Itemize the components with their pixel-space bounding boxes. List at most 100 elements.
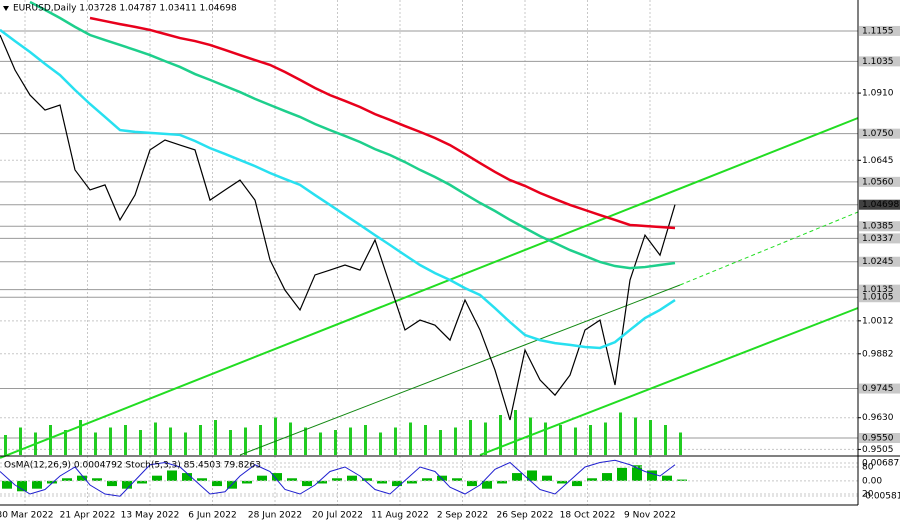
volume-bar [109,427,112,455]
level-label-box [859,233,900,244]
trend-line [0,117,859,459]
level-label-box [859,292,900,303]
osma-bar [167,470,177,481]
volume-bar [364,425,367,455]
volume-bar [259,425,262,455]
osma-bar [482,480,492,489]
osma-bar [632,465,642,481]
y-tick-label: 1.0645 [862,156,894,166]
trend-line [239,284,681,456]
volume-bar [589,425,592,455]
volume-bar [184,432,187,455]
level-label-box [859,284,900,295]
volume-bar [304,427,307,455]
volume-bar [49,425,52,455]
series-layer [0,0,676,497]
osma-bar [392,480,402,487]
x-tick-label: 26 Sep 2022 [496,511,553,521]
y-tick-label: 1.0012 [862,316,894,326]
osma-bar [152,475,162,481]
osma-bar [107,480,117,487]
y-tick-label: 1.0910 [862,89,894,99]
volume-bar [544,422,547,455]
level-label: 1.0560 [862,177,894,187]
volume-bar [79,420,82,455]
osc-tick-label: -0.005812 [862,492,900,502]
level-label-box [859,221,900,232]
level-label-box [859,128,900,139]
osma-bar [272,473,282,481]
x-tick-label: 9 Nov 2022 [624,511,676,521]
osma-bar [77,475,87,481]
volume-bar [244,427,247,455]
level-label: 1.0105 [862,293,894,303]
osc-tick-label: 80 [862,463,874,473]
osma-bar [587,478,597,481]
moving-average [89,16,676,230]
y-tick-label: 0.9882 [862,349,894,359]
oscillator-label: OsMA(12,26,9) 0.0004792 Stoch(5,3,3) 85.… [4,461,261,471]
x-tick-label: 28 Jun 2022 [248,511,302,521]
volume-bar [334,430,337,455]
level-label: 1.0385 [862,222,894,232]
osma-bar [527,470,537,481]
volume-bar [409,422,412,455]
osma-bar [287,478,297,481]
osma-bar [242,480,252,484]
osma-bar [347,475,357,481]
osma-bar [137,480,147,484]
volume-bar [64,430,67,455]
osma-bar [422,478,432,481]
level-label: 1.0245 [862,257,894,267]
level-label-box [859,56,900,67]
volume-bar [199,425,202,455]
x-tick-label: 18 Oct 2022 [560,511,616,521]
x-tick-label: 2 Sep 2022 [437,511,488,521]
moving-average [0,28,676,350]
volume-bar [169,427,172,455]
volume-bar [229,430,232,455]
volume-bar [394,427,397,455]
x-tick-label: 30 Mar 2022 [0,511,54,521]
volume-bar [19,427,22,455]
chart-title: EURUSD,Daily 1.03728 1.04787 1.03411 1.0… [13,4,237,14]
osma-bar [617,467,627,481]
osma-bar [62,478,72,481]
volume-bar [649,420,652,455]
y-tick-label: 0.9630 [862,413,894,423]
osc-tick-label: 0.00 [862,476,882,486]
stoch-line [0,459,676,497]
osma-bar [497,480,507,484]
level-label-box [859,433,900,444]
x-tick-label: 6 Jun 2022 [188,511,236,521]
osma-bar [302,480,312,487]
osma-bar [647,470,657,481]
level-label-box [859,25,900,36]
level-label: 1.0337 [862,234,894,244]
x-tick-label: 21 Apr 2022 [60,511,116,521]
y-tick-label: 0.9505 [862,445,894,455]
level-label-box [859,176,900,187]
level-label: 0.9550 [862,434,894,444]
level-label-box [859,383,900,394]
volume-bar [469,420,472,455]
trend-line [479,307,859,456]
volume-bar [139,430,142,455]
volume-bar [94,432,97,455]
level-label: 0.9745 [862,384,894,394]
volume-bar [439,430,442,455]
osma-bar [92,478,102,481]
level-label: 1.0135 [862,285,894,295]
osma-bar [677,479,687,481]
level-label-box [859,256,900,267]
moving-average [29,0,676,270]
volume-bar [664,425,667,455]
x-tick-label: 13 May 2022 [121,511,180,521]
volume-bar [634,417,637,455]
volume-bar [154,422,157,455]
osma-bar [377,480,387,484]
osma-bar [602,473,612,481]
volume-bar [379,432,382,455]
volume-bar [4,435,7,455]
osma-bar [452,478,462,481]
